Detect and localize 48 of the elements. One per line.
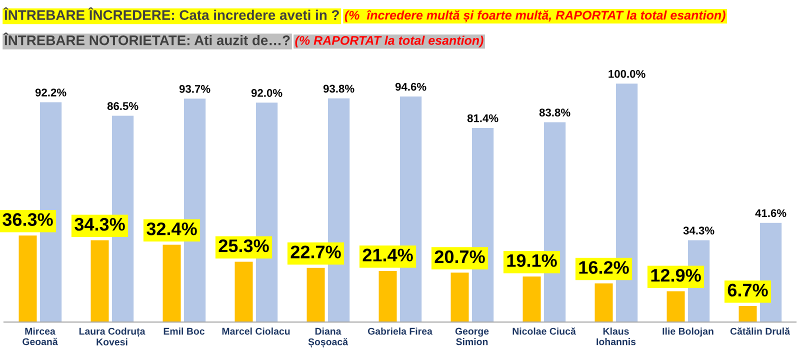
x-tick-label: Klaus Iohannis	[596, 328, 636, 346]
bar	[234, 262, 253, 322]
data-label: 83.8%	[539, 108, 570, 116]
data-label: 16.2%	[579, 261, 629, 274]
x-tick-label: George Simion	[455, 328, 489, 346]
x-tick-label: Ilie Bolojan	[662, 328, 714, 337]
x-tick-label: Diana Șoșoacă	[308, 328, 348, 348]
bar	[450, 272, 469, 322]
chart-subtitle: ÎNTREBARE NOTORIETATE: Ati auzit de…?	[3, 32, 290, 46]
data-label: 36.3%	[2, 213, 53, 226]
text: (% RAPORTAT la total esantion)	[295, 36, 484, 48]
data-label: 22.7%	[290, 246, 341, 258]
x-tick-label: Gabriela Firea	[368, 328, 432, 335]
data-label: 21.4%	[362, 248, 413, 262]
data-label: 34.3%	[74, 218, 125, 231]
data-label: 19.1%	[507, 254, 557, 267]
data-label: 6.7%	[728, 284, 768, 297]
data-label: 94.6%	[395, 82, 426, 91]
bar	[18, 235, 37, 322]
data-label: 93.7%	[179, 84, 210, 93]
data-label: 34.3%	[683, 226, 714, 234]
x-tick-label: Laura Codruța Kovesi	[79, 328, 146, 346]
data-label: 81.4%	[467, 114, 498, 122]
data-label: 20.7%	[434, 250, 485, 264]
text: (% încredere multă și foarte multă, RAPORTAT la total esantion)	[344, 10, 726, 22]
data-label: 12.9%	[651, 268, 701, 282]
data-label: 32.4%	[146, 222, 197, 236]
data-label: 92.0%	[251, 89, 282, 97]
bar	[594, 283, 613, 322]
x-tick-label: Nicolae Ciucă	[512, 327, 576, 335]
x-tick-label: Cătălin Drulă	[730, 327, 790, 335]
data-label: 86.5%	[107, 102, 138, 110]
bar	[90, 240, 109, 322]
data-label: 93.8%	[323, 84, 354, 93]
data-label: 41.6%	[755, 209, 786, 218]
bar	[162, 244, 181, 322]
x-tick-label: Marcel Ciolacu	[222, 328, 290, 335]
bar	[738, 306, 757, 322]
data-label: 25.3%	[218, 239, 269, 252]
bar	[306, 268, 325, 322]
bar	[666, 291, 685, 322]
bar	[522, 276, 541, 322]
data-label: 92.2%	[35, 88, 66, 96]
chart-title: ÎNTREBARE ÎNCREDERE: Cata incredere aveti in ?	[3, 7, 339, 20]
x-tick-label: Emil Boc	[164, 328, 205, 335]
x-tick-label: Mircea Geoană	[22, 328, 58, 346]
bar	[378, 270, 397, 322]
data-label: 100.0%	[608, 70, 646, 78]
